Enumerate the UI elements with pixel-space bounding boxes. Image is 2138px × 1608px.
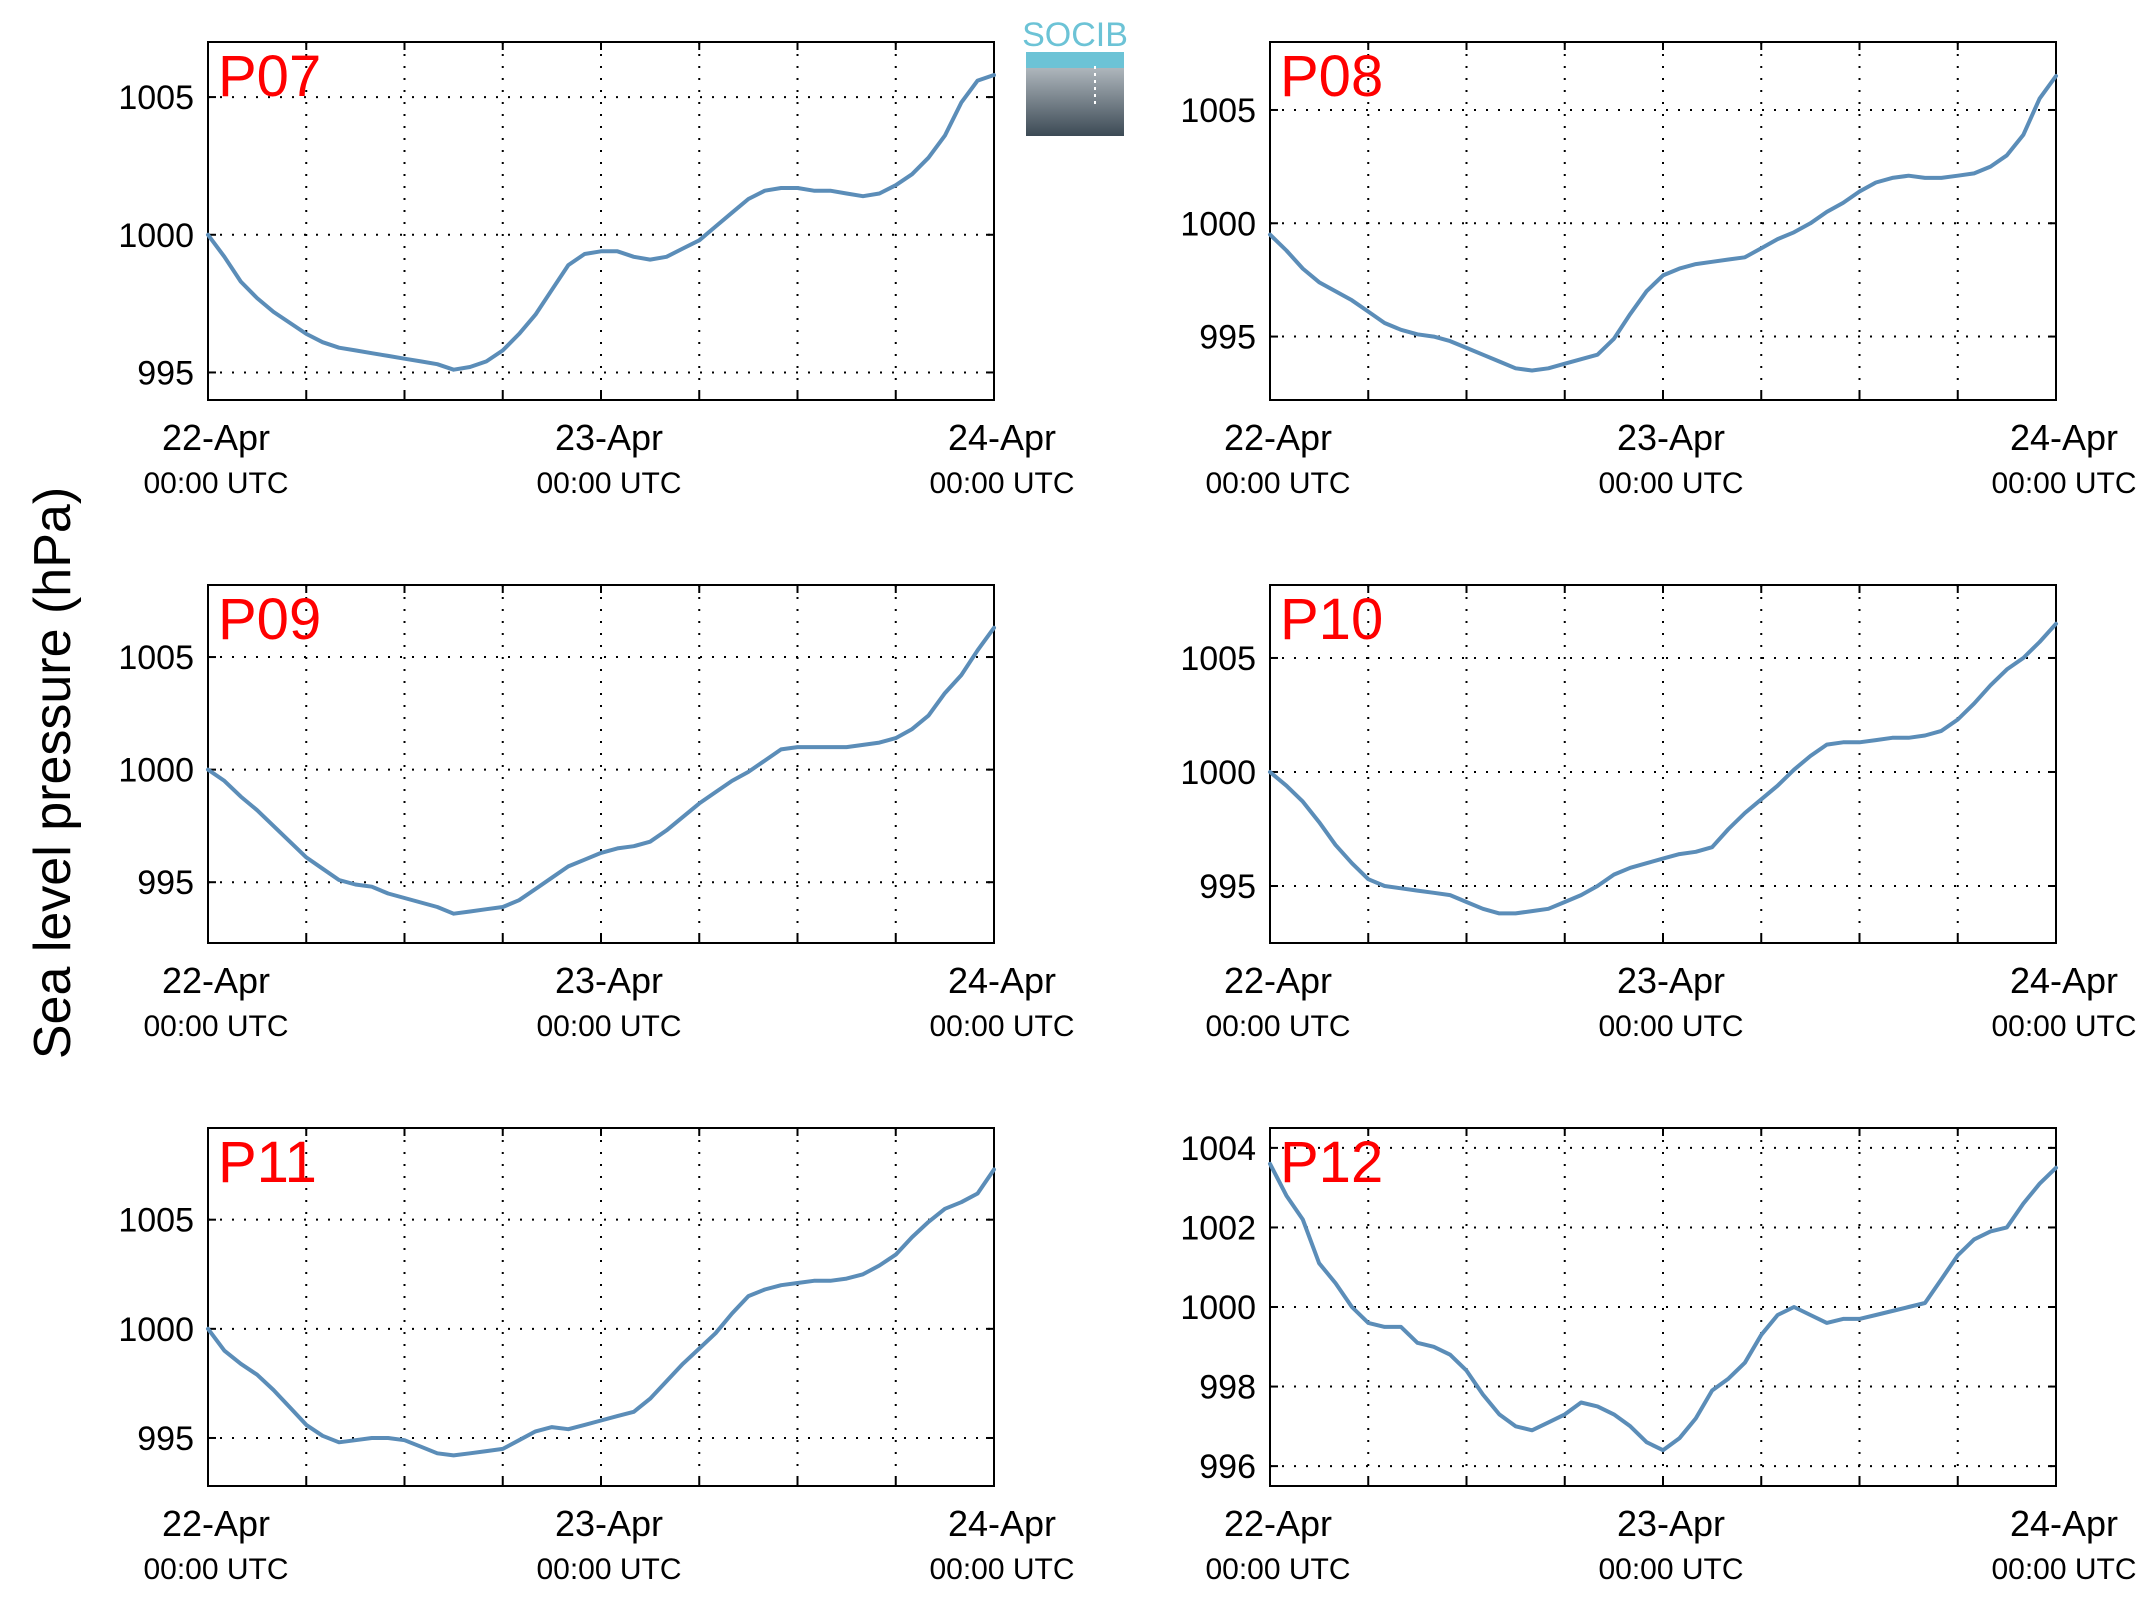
x-tick-label-time: 00:00 UTC	[143, 1553, 288, 1586]
x-tick-label-date: 22-Apr	[162, 960, 270, 1001]
x-tick-label-date: 24-Apr	[2010, 417, 2118, 458]
axes-frame	[207, 584, 995, 944]
x-tick-label-time: 00:00 UTC	[536, 467, 681, 500]
axes-frame	[207, 41, 995, 401]
logo-wave-band	[1026, 52, 1124, 68]
x-tick-label-time: 00:00 UTC	[1205, 1010, 1350, 1043]
x-tick-label-date: 24-Apr	[948, 960, 1056, 1001]
x-tick-label-time: 00:00 UTC	[1991, 1010, 2136, 1043]
x-tick-label-date: 24-Apr	[2010, 1503, 2118, 1544]
x-tick-label-date: 23-Apr	[555, 960, 663, 1001]
series-line-p07	[206, 73, 996, 372]
axes-frame	[1269, 1127, 2057, 1487]
y-tick-label: 1000	[118, 1311, 194, 1349]
panel-label: P08	[1280, 44, 1383, 109]
x-tick-label-date: 22-Apr	[1224, 1503, 1332, 1544]
series-line-p08	[1268, 74, 2058, 373]
x-tick-label-date: 23-Apr	[1617, 960, 1725, 1001]
x-tick-label-time: 00:00 UTC	[929, 467, 1074, 500]
logo-text: SOCIB	[1022, 16, 1128, 54]
panels-container: 995 1000 1005 22-Apr 00:00 UTC 23-Apr 00:00 UT…	[118, 41, 2137, 1586]
y-tick-label: 1005	[1180, 640, 1256, 678]
panel-label: P09	[218, 587, 321, 652]
y-tick-label: 1002	[1180, 1209, 1256, 1247]
series-line-p10	[1268, 621, 2058, 916]
panel-label: P11	[218, 1130, 317, 1195]
panel-p11: 995 1000 1005 22-Apr 00:00 UTC 23-Apr 00:00 UT…	[118, 1127, 1075, 1586]
socib-logo: SOCIB	[1022, 16, 1128, 136]
y-tick-label: 995	[1199, 319, 1256, 357]
y-tick-label: 1005	[118, 639, 194, 677]
panel-p10: 995 1000 1005 22-Apr 00:00 UTC 23-Apr 00:00 UT…	[1180, 584, 2137, 1043]
x-tick-label-date: 24-Apr	[2010, 960, 2118, 1001]
x-tick-label-date: 24-Apr	[948, 1503, 1056, 1544]
y-tick-label: 995	[137, 864, 194, 902]
x-tick-label-date: 22-Apr	[162, 1503, 270, 1544]
x-tick-label-time: 00:00 UTC	[536, 1010, 681, 1043]
y-tick-label: 1000	[1180, 205, 1256, 243]
y-tick-label: 1004	[1180, 1130, 1256, 1168]
series-line-p12	[1268, 1161, 2058, 1453]
axes-frame	[207, 1127, 995, 1487]
panel-p07: 995 1000 1005 22-Apr 00:00 UTC 23-Apr 00:00 UT…	[118, 41, 1075, 500]
x-tick-label-time: 00:00 UTC	[143, 1010, 288, 1043]
panel-p09: 995 1000 1005 22-Apr 00:00 UTC 23-Apr 00:00 UT…	[118, 584, 1075, 1043]
x-tick-label-date: 22-Apr	[1224, 960, 1332, 1001]
x-tick-label-time: 00:00 UTC	[143, 467, 288, 500]
x-tick-label-time: 00:00 UTC	[536, 1553, 681, 1586]
series-line-p11	[206, 1167, 996, 1458]
logo-depth-block	[1026, 68, 1124, 136]
axes-frame	[1269, 41, 2057, 401]
panel-label: P10	[1280, 587, 1383, 652]
x-tick-label-time: 00:00 UTC	[1991, 1553, 2136, 1586]
x-tick-label-date: 22-Apr	[162, 417, 270, 458]
panel-p08: 995 1000 1005 22-Apr 00:00 UTC 23-Apr 00:00 UT…	[1180, 41, 2137, 500]
y-tick-label: 1005	[118, 1202, 194, 1240]
x-tick-label-time: 00:00 UTC	[1598, 467, 1743, 500]
y-tick-label: 1000	[1180, 754, 1256, 792]
y-tick-label: 1005	[118, 79, 194, 117]
panel-label: P12	[1280, 1130, 1383, 1195]
y-tick-label: 1000	[1180, 1289, 1256, 1327]
x-tick-label-time: 00:00 UTC	[1991, 467, 2136, 500]
x-tick-label-date: 23-Apr	[1617, 417, 1725, 458]
x-tick-label-time: 00:00 UTC	[929, 1553, 1074, 1586]
x-tick-label-time: 00:00 UTC	[1205, 467, 1350, 500]
x-tick-label-time: 00:00 UTC	[1598, 1010, 1743, 1043]
series-line-p09	[206, 625, 996, 916]
x-tick-label-date: 22-Apr	[1224, 417, 1332, 458]
panel-label: P07	[218, 44, 321, 109]
y-tick-label: 1000	[118, 752, 194, 790]
y-axis-label: Sea level pressure (hPa)	[24, 487, 82, 1059]
x-tick-label-time: 00:00 UTC	[1205, 1553, 1350, 1586]
axes-frame	[1269, 584, 2057, 944]
y-tick-label: 995	[137, 1420, 194, 1458]
y-tick-label: 995	[1199, 868, 1256, 906]
y-tick-label: 1005	[1180, 92, 1256, 130]
panel-p12: 996 998 1000 1002 1004 22-Apr 00:00 UTC 23-Apr 0…	[1180, 1127, 2137, 1586]
y-tick-label: 995	[137, 354, 194, 392]
x-tick-label-date: 24-Apr	[948, 417, 1056, 458]
x-tick-label-time: 00:00 UTC	[929, 1010, 1074, 1043]
y-tick-label: 998	[1199, 1369, 1256, 1407]
y-tick-label: 1000	[118, 217, 194, 255]
x-tick-label-time: 00:00 UTC	[1598, 1553, 1743, 1586]
x-tick-label-date: 23-Apr	[555, 1503, 663, 1544]
x-tick-label-date: 23-Apr	[1617, 1503, 1725, 1544]
x-tick-label-date: 23-Apr	[555, 417, 663, 458]
y-tick-label: 996	[1199, 1448, 1256, 1486]
